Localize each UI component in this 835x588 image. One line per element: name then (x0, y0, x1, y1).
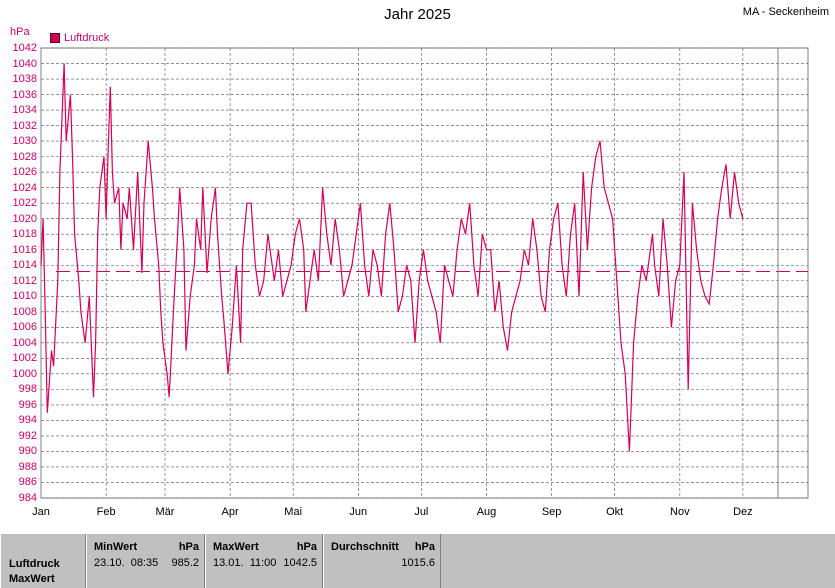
x-tick-label: Dez (733, 506, 753, 518)
y-tick-label: 996 (18, 398, 37, 411)
x-tick-label: Jan (32, 506, 50, 518)
x-tick-label: Sep (541, 506, 562, 518)
stats-panel: Luftdruck MaxWert MinWert hPa 23.10. 08:… (0, 534, 835, 588)
x-tick-label: Jun (349, 506, 368, 518)
y-tick-label: 994 (18, 414, 37, 427)
min-header: MinWert (94, 541, 138, 553)
y-tick-label: 1008 (12, 305, 37, 318)
y-tick-label: 1022 (12, 197, 37, 210)
avg-header: Durchschnitt (331, 541, 399, 553)
x-tick-label: Mai (284, 506, 303, 518)
stats-row-labels: Luftdruck MaxWert (0, 534, 86, 588)
x-tick-label: Okt (606, 506, 624, 518)
y-tick-label: 1000 (12, 367, 37, 380)
y-tick-label: 1028 (12, 150, 37, 163)
y-tick-label: 1034 (12, 104, 37, 117)
x-tick-label: Jul (414, 506, 429, 518)
y-tick-label: 1010 (12, 290, 37, 303)
y-tick-label: 988 (18, 460, 37, 473)
y-tick-label: 1036 (12, 88, 37, 101)
min-value: 985.2 (171, 557, 199, 569)
y-tick-label: 1006 (12, 321, 37, 334)
grid (41, 47, 808, 499)
y-tick-label: 1016 (12, 243, 37, 256)
y-tick-label: 1038 (12, 73, 37, 86)
y-tick-label: 1026 (12, 166, 37, 179)
legend-label: Luftdruck (64, 32, 110, 44)
y-tick-label: 992 (18, 429, 37, 442)
y-tick-label: 1004 (12, 336, 37, 349)
legend-swatch (50, 33, 60, 43)
y-tick-label: 1042 (12, 42, 37, 54)
row-label-luftdruck: Luftdruck (9, 558, 60, 570)
row-label-maxwert: MaxWert (9, 573, 55, 585)
plot-area (40, 47, 809, 499)
pressure-chart (40, 47, 809, 499)
y-tick-label: 1020 (12, 212, 37, 225)
min-time: 23.10. 08:35 (94, 557, 159, 569)
x-tick-label: Apr (221, 506, 239, 518)
y-tick-label: 1032 (12, 119, 37, 132)
y-tick-label: 990 (18, 445, 37, 458)
x-tick-label: Feb (96, 506, 116, 518)
max-value: 1042.5 (283, 557, 317, 569)
y-tick-label: 1024 (12, 181, 37, 194)
x-tick-label: Mär (155, 506, 175, 518)
legend: Luftdruck (50, 32, 109, 44)
x-tick-label: Aug (476, 506, 497, 518)
station-name: MA - Seckenheim (742, 6, 829, 18)
y-tick-label: 1012 (12, 274, 37, 287)
series-line-luftdruck (40, 63, 744, 452)
max-time: 13.01. 11:00 (213, 557, 277, 569)
x-tick-label: Nov (670, 506, 690, 518)
chart-title: Jahr 2025 (384, 6, 451, 23)
y-tick-label: 984 (18, 492, 37, 504)
stats-max-cell: MaxWert hPa 13.01. 11:00 1042.5 (205, 534, 323, 588)
y-tick-label: 998 (18, 383, 37, 396)
avg-value: 1015.6 (401, 557, 435, 569)
y-tick-label: 1002 (12, 352, 37, 365)
y-tick-label: 1030 (12, 135, 37, 148)
stats-avg-cell: Durchschnitt hPa 1015.6 (323, 534, 441, 588)
avg-unit: hPa (414, 541, 435, 553)
y-tick-label: 1014 (12, 259, 37, 272)
min-unit: hPa (178, 541, 199, 553)
y-tick-label: 986 (18, 476, 37, 489)
y-tick-label: 1040 (12, 57, 37, 70)
stats-min-cell: MinWert hPa 23.10. 08:35 985.2 (86, 534, 205, 588)
max-unit: hPa (296, 541, 317, 553)
y-unit-label: hPa (10, 26, 30, 38)
y-tick-label: 1018 (12, 228, 37, 241)
max-header: MaxWert (213, 541, 259, 553)
